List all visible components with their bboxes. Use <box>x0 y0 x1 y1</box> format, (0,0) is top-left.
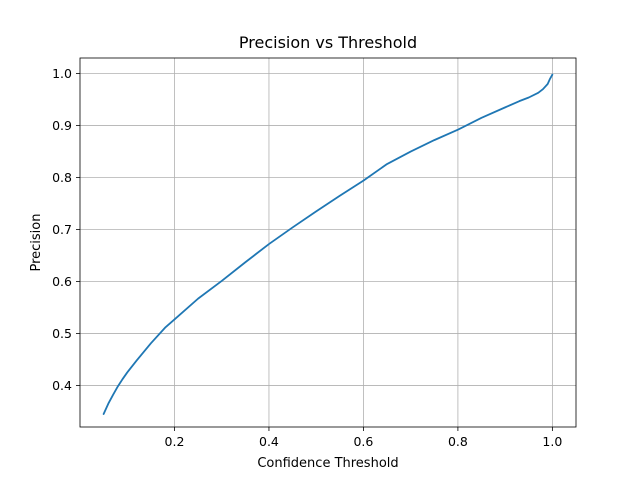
y-tick-label: 0.6 <box>52 274 72 289</box>
x-tick-label: 0.2 <box>165 434 185 449</box>
series-layer <box>102 73 554 415</box>
y-tick-label: 0.7 <box>52 222 72 237</box>
y-tick-label: 0.9 <box>52 118 72 133</box>
y-tick-label: 0.5 <box>52 326 72 341</box>
y-tick-label: 0.4 <box>52 378 72 393</box>
grid <box>80 58 576 427</box>
axis-ticks: 0.2 0.4 0.6 0.8 1.0 0.4 0.5 0.6 0.7 0.8 0.9 1.0 <box>52 66 562 449</box>
y-tick-label: 0.8 <box>52 170 72 185</box>
x-tick-label: 0.6 <box>353 434 373 449</box>
precision-series-line <box>102 73 554 415</box>
x-tick-label: 0.4 <box>259 434 279 449</box>
y-tick-label: 1.0 <box>52 66 72 81</box>
plot-frame <box>79 57 577 428</box>
y-axis-label: Precision <box>29 213 44 271</box>
chart-title: Precision vs Threshold <box>239 33 417 52</box>
x-axis-label: Confidence Threshold <box>257 456 398 471</box>
x-tick-label: 1.0 <box>542 434 562 449</box>
x-tick-label: 0.8 <box>448 434 468 449</box>
